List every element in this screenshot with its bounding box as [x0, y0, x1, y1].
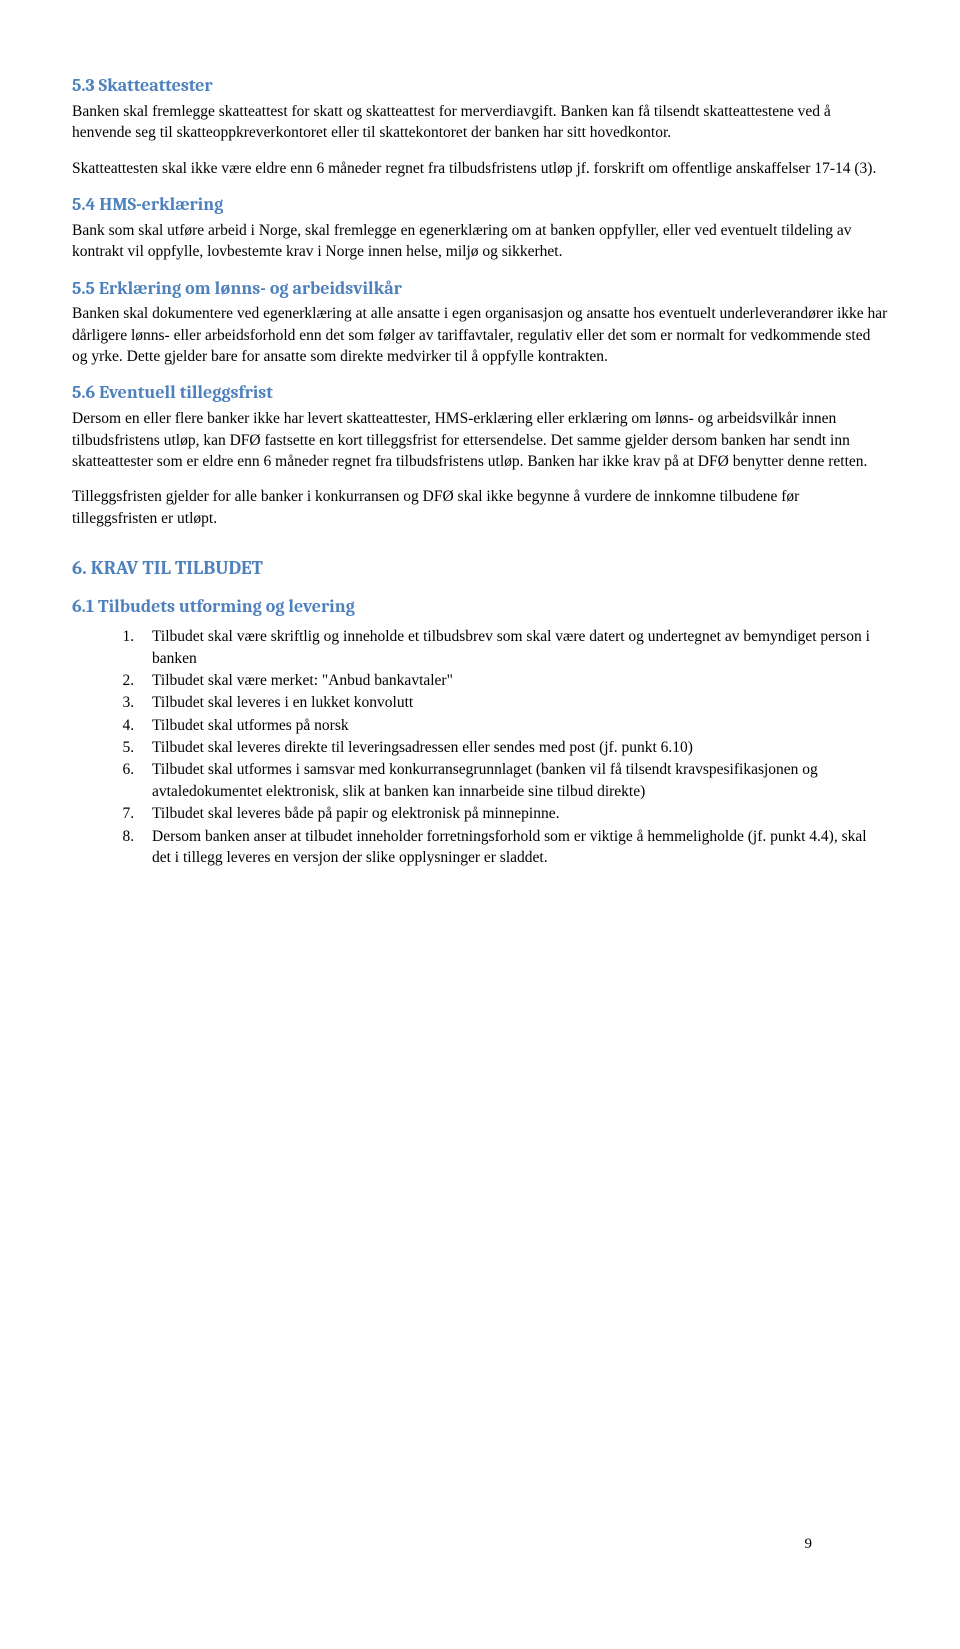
list-item: Tilbudet skal være merket: "Anbud bankav…: [138, 670, 888, 691]
para-5-6-1: Dersom en eller flere banker ikke har le…: [72, 408, 888, 472]
para-5-3-1: Banken skal fremlegge skatteattest for s…: [72, 101, 888, 144]
para-5-5-1: Banken skal dokumentere ved egenerklærin…: [72, 303, 888, 367]
heading-6-1: 6.1 Tilbudets utforming og levering: [72, 595, 888, 620]
heading-5-4: 5.4 HMS-erklæring: [72, 193, 888, 218]
heading-5-3: 5.3 Skatteattester: [72, 74, 888, 99]
list-6-1: Tilbudet skal være skriftlig og innehold…: [72, 626, 888, 868]
list-item: Tilbudet skal utformes på norsk: [138, 715, 888, 736]
list-item: Tilbudet skal leveres både på papir og e…: [138, 803, 888, 824]
heading-6: 6. KRAV TIL TILBUDET: [72, 555, 888, 581]
list-item: Tilbudet skal utformes i samsvar med kon…: [138, 759, 888, 802]
heading-5-5: 5.5 Erklæring om lønns- og arbeidsvilkår: [72, 277, 888, 302]
list-item: Dersom banken anser at tilbudet innehold…: [138, 826, 888, 869]
para-5-3-2: Skatteattesten skal ikke være eldre enn …: [72, 158, 888, 179]
para-5-6-2: Tilleggsfristen gjelder for alle banker …: [72, 486, 888, 529]
page-number: 9: [805, 1534, 813, 1555]
para-5-4-1: Bank som skal utføre arbeid i Norge, ska…: [72, 220, 888, 263]
list-item: Tilbudet skal leveres i en lukket konvol…: [138, 692, 888, 713]
heading-5-6: 5.6 Eventuell tilleggsfrist: [72, 381, 888, 406]
list-item: Tilbudet skal være skriftlig og innehold…: [138, 626, 888, 669]
list-item: Tilbudet skal leveres direkte til leveri…: [138, 737, 888, 758]
